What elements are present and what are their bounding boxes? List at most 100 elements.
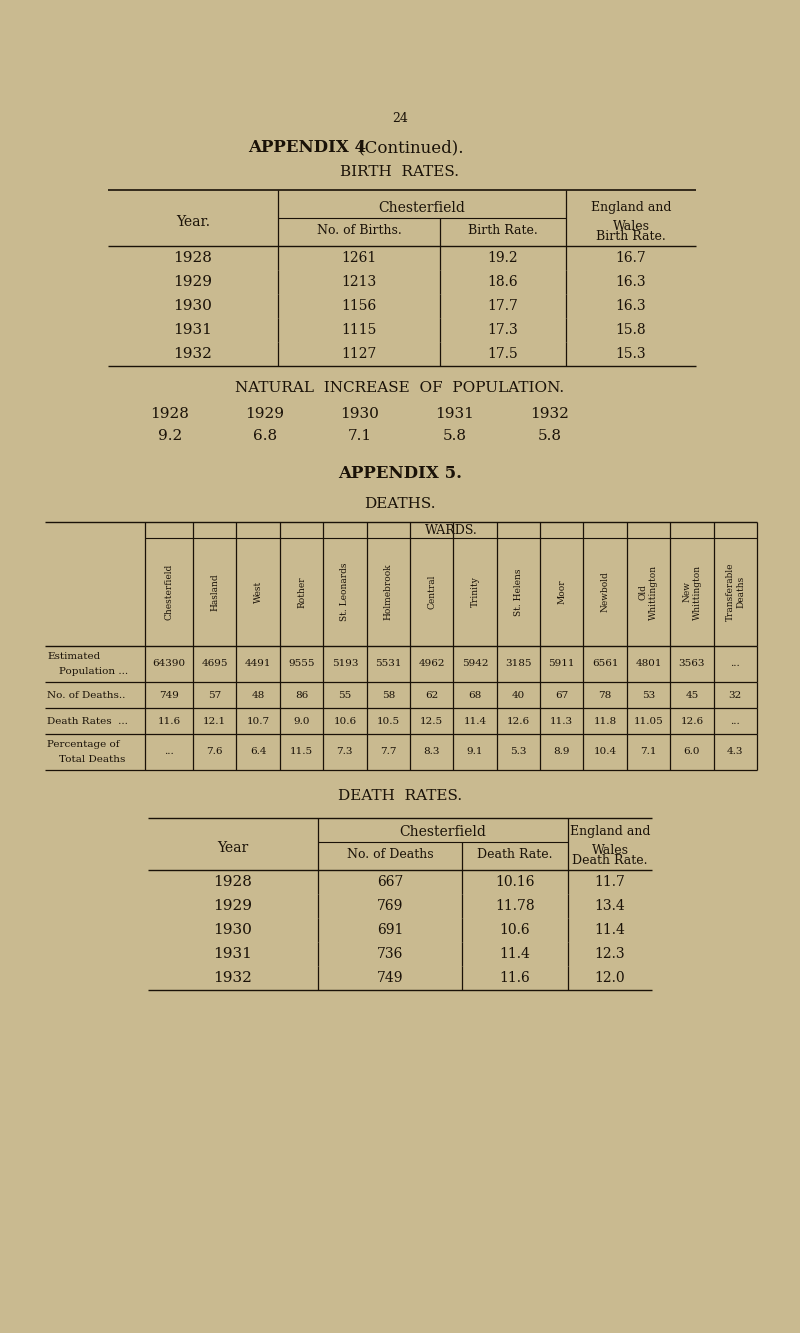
Text: 11.6: 11.6 (500, 970, 530, 985)
Text: Chesterfield: Chesterfield (378, 201, 466, 215)
Text: 1115: 1115 (342, 323, 377, 337)
Text: 691: 691 (377, 922, 403, 937)
Text: ...: ... (730, 717, 740, 725)
Text: 48: 48 (251, 690, 265, 700)
Text: 12.0: 12.0 (594, 970, 626, 985)
Text: 1931: 1931 (435, 407, 474, 421)
Text: 12.6: 12.6 (680, 717, 703, 725)
Text: 8.3: 8.3 (423, 748, 440, 757)
Text: 5.3: 5.3 (510, 748, 526, 757)
Text: 19.2: 19.2 (488, 251, 518, 265)
Text: Total Deaths: Total Deaths (59, 756, 126, 764)
Text: 24: 24 (392, 112, 408, 124)
Text: 5531: 5531 (375, 660, 402, 669)
Text: Chesterfield: Chesterfield (399, 825, 486, 838)
Text: 4491: 4491 (245, 660, 271, 669)
Text: Death Rates  ...: Death Rates ... (47, 717, 128, 725)
Text: 769: 769 (377, 898, 403, 913)
Text: 4801: 4801 (635, 660, 662, 669)
Text: 1929: 1929 (214, 898, 253, 913)
Text: 7.3: 7.3 (337, 748, 353, 757)
Text: 4695: 4695 (202, 660, 228, 669)
Text: 12.1: 12.1 (203, 717, 226, 725)
Text: 1156: 1156 (342, 299, 377, 313)
Text: 11.3: 11.3 (550, 717, 574, 725)
Text: BIRTH  RATES.: BIRTH RATES. (341, 165, 459, 179)
Text: 1928: 1928 (150, 407, 190, 421)
Text: 11.8: 11.8 (594, 717, 617, 725)
Text: NATURAL  INCREASE  OF  POPULATION.: NATURAL INCREASE OF POPULATION. (235, 381, 565, 395)
Text: 12.6: 12.6 (507, 717, 530, 725)
Text: 667: 667 (377, 874, 403, 889)
Text: 5193: 5193 (331, 660, 358, 669)
Text: 11.7: 11.7 (594, 874, 626, 889)
Text: 11.4: 11.4 (463, 717, 486, 725)
Text: 15.3: 15.3 (616, 347, 646, 361)
Text: 1928: 1928 (214, 874, 253, 889)
Text: 13.4: 13.4 (594, 898, 626, 913)
Text: 16.7: 16.7 (616, 251, 646, 265)
Text: 5.8: 5.8 (443, 429, 467, 443)
Text: Wales: Wales (591, 844, 629, 857)
Text: 1932: 1932 (214, 970, 253, 985)
Text: 6.0: 6.0 (684, 748, 700, 757)
Text: 11.4: 11.4 (594, 922, 626, 937)
Text: 57: 57 (208, 690, 222, 700)
Text: 55: 55 (338, 690, 351, 700)
Text: 736: 736 (377, 946, 403, 961)
Text: 10.16: 10.16 (495, 874, 534, 889)
Text: 9.1: 9.1 (466, 748, 483, 757)
Text: 64390: 64390 (153, 660, 186, 669)
Text: 7.1: 7.1 (348, 429, 372, 443)
Text: St. Helens: St. Helens (514, 568, 523, 616)
Text: 17.7: 17.7 (487, 299, 518, 313)
Text: England and: England and (570, 825, 650, 838)
Text: 11.5: 11.5 (290, 748, 313, 757)
Text: Holmebrook: Holmebrook (384, 564, 393, 620)
Text: 1213: 1213 (342, 275, 377, 289)
Text: 1930: 1930 (214, 922, 253, 937)
Text: 6.8: 6.8 (253, 429, 277, 443)
Text: 10.5: 10.5 (377, 717, 400, 725)
Text: 45: 45 (686, 690, 698, 700)
Text: St. Leonards: St. Leonards (340, 563, 350, 621)
Text: Old
Whittington: Old Whittington (639, 564, 658, 620)
Text: Birth Rate.: Birth Rate. (468, 224, 538, 236)
Text: 16.3: 16.3 (616, 299, 646, 313)
Text: 1930: 1930 (341, 407, 379, 421)
Text: 7.1: 7.1 (640, 748, 657, 757)
Text: 1261: 1261 (342, 251, 377, 265)
Text: England and: England and (590, 201, 671, 215)
Text: Estimated: Estimated (47, 652, 100, 661)
Text: New
Whittington: New Whittington (682, 564, 702, 620)
Text: 1929: 1929 (246, 407, 285, 421)
Text: 7.7: 7.7 (380, 748, 397, 757)
Text: (Continued).: (Continued). (353, 140, 463, 156)
Text: 32: 32 (729, 690, 742, 700)
Text: 7.6: 7.6 (206, 748, 223, 757)
Text: 6.4: 6.4 (250, 748, 266, 757)
Text: 5.8: 5.8 (538, 429, 562, 443)
Text: 1932: 1932 (530, 407, 570, 421)
Text: Moor: Moor (558, 580, 566, 604)
Text: Death Rate.: Death Rate. (478, 848, 553, 861)
Text: 9.2: 9.2 (158, 429, 182, 443)
Text: 11.78: 11.78 (495, 898, 535, 913)
Text: No. of Births.: No. of Births. (317, 224, 402, 236)
Text: Chesterfield: Chesterfield (165, 564, 174, 620)
Text: Wales: Wales (613, 220, 650, 232)
Text: No. of Deaths..: No. of Deaths.. (47, 690, 126, 700)
Text: Birth Rate.: Birth Rate. (596, 229, 666, 243)
Text: 9555: 9555 (288, 660, 314, 669)
Text: Population ...: Population ... (59, 668, 128, 676)
Text: Death Rate.: Death Rate. (572, 853, 648, 866)
Text: No. of Deaths: No. of Deaths (346, 848, 434, 861)
Text: 10.4: 10.4 (594, 748, 617, 757)
Text: 17.5: 17.5 (488, 347, 518, 361)
Text: Year: Year (218, 841, 249, 854)
Text: 11.4: 11.4 (499, 946, 530, 961)
Text: Newbold: Newbold (601, 572, 610, 612)
Text: 68: 68 (468, 690, 482, 700)
Text: 15.8: 15.8 (616, 323, 646, 337)
Text: 17.3: 17.3 (488, 323, 518, 337)
